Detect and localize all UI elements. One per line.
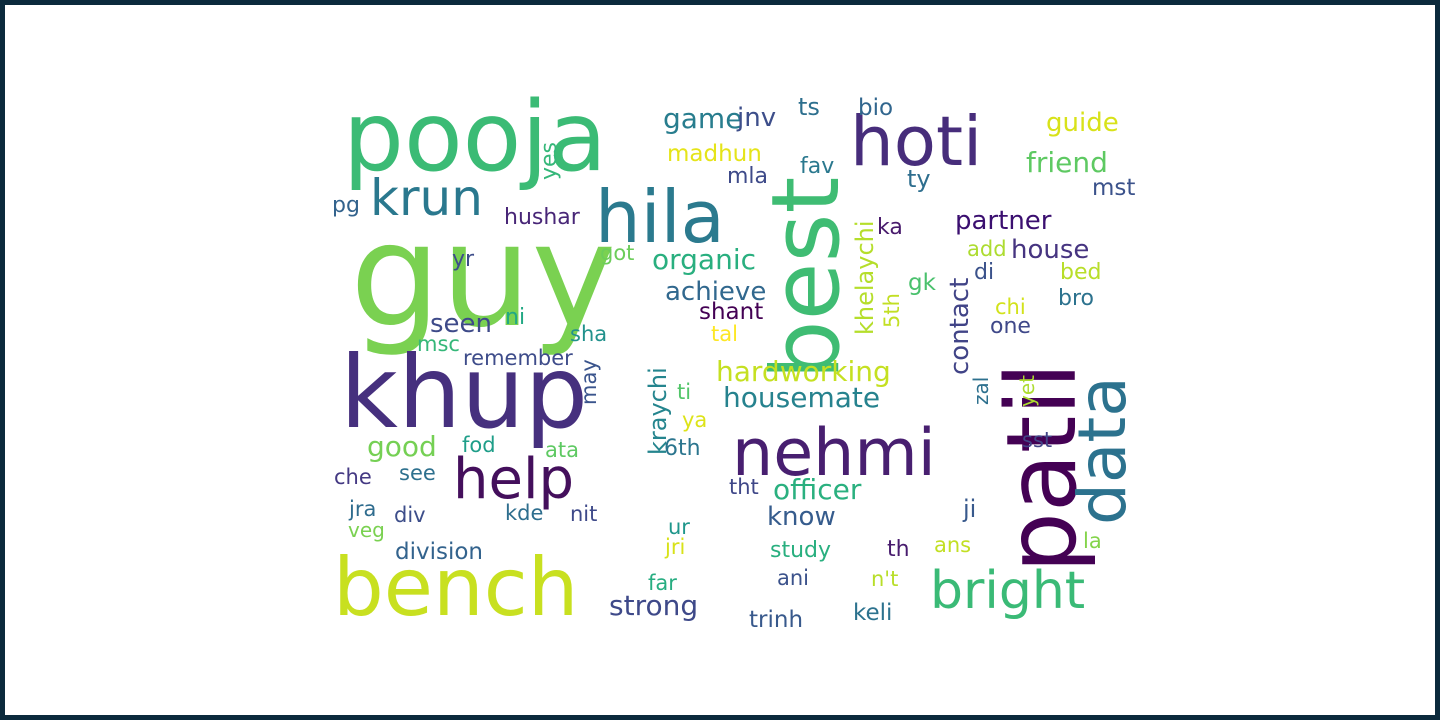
- word-ka: ka: [877, 215, 903, 240]
- word-add: add: [967, 237, 1007, 261]
- word-bio: bio: [858, 95, 893, 121]
- word-div: div: [394, 503, 426, 527]
- word-data: data: [1064, 376, 1141, 525]
- word-one: one: [990, 314, 1031, 339]
- word-house: house: [1011, 235, 1089, 265]
- word-kraychi: kraychi: [644, 367, 672, 455]
- word-chi: chi: [995, 295, 1026, 319]
- word-achieve: achieve: [665, 277, 766, 307]
- word-krun: krun: [370, 169, 483, 227]
- word-kde: kde: [505, 501, 543, 525]
- word-best: best: [752, 177, 861, 380]
- word-see: see: [399, 461, 436, 485]
- word-sha: sha: [570, 322, 607, 346]
- word-pg: pg: [332, 193, 360, 218]
- word-bed: bed: [1060, 260, 1101, 285]
- word-housemate: housemate: [723, 381, 880, 414]
- word-seen: seen: [430, 309, 492, 339]
- word-yr: yr: [452, 247, 475, 272]
- word-remember: remember: [463, 346, 573, 370]
- word-tal: tal: [711, 322, 738, 346]
- word-fav: fav: [800, 154, 834, 179]
- word-hoti: hoti: [850, 102, 982, 182]
- word-tht: tht: [729, 475, 759, 499]
- word-jri: jri: [664, 535, 685, 559]
- word-khelaychi: khelaychi: [851, 220, 879, 335]
- word-game: game: [663, 102, 742, 135]
- word-ts: ts: [798, 93, 820, 121]
- word-ni: ni: [505, 305, 525, 330]
- word-strong: strong: [609, 589, 698, 622]
- word-shant: shant: [699, 299, 763, 325]
- word-madhun: madhun: [667, 141, 762, 167]
- word-friend: friend: [1026, 146, 1108, 179]
- word-officer: officer: [773, 473, 862, 506]
- word-organic: organic: [652, 243, 756, 276]
- word-yet: yet: [1015, 375, 1039, 407]
- word-zal: zal: [969, 377, 993, 405]
- word-division: division: [395, 539, 483, 565]
- word-jra: jra: [348, 497, 376, 521]
- word-study: study: [770, 538, 831, 563]
- word-bro: bro: [1058, 286, 1094, 311]
- wordcloud-canvas: guy pooja khup best patil bench hila hot…: [5, 5, 1435, 715]
- word-ya: ya: [682, 408, 707, 432]
- word-contact: contact: [945, 278, 975, 375]
- word-know: know: [767, 502, 836, 532]
- word-patil: patil: [986, 362, 1098, 573]
- word-may: may: [577, 359, 601, 405]
- word-di: di: [974, 260, 994, 285]
- word-help: help: [453, 447, 574, 512]
- word-trinh: trinh: [749, 607, 803, 633]
- word-yes: yes: [537, 142, 562, 180]
- word-veg: veg: [348, 518, 385, 542]
- word-th: th: [887, 537, 910, 562]
- word-bright: bright: [930, 561, 1085, 621]
- word-nt: n't: [871, 567, 898, 591]
- word-mla: mla: [727, 164, 768, 189]
- word-good: good: [367, 430, 437, 463]
- word-sst: sst: [1022, 428, 1052, 452]
- word-keli: keli: [853, 600, 892, 626]
- word-ani: ani: [777, 566, 809, 590]
- word-jnv: jnv: [736, 103, 776, 133]
- word-la: la: [1083, 529, 1102, 553]
- word-nehmi: nehmi: [732, 416, 936, 491]
- word-msc: msc: [417, 332, 460, 356]
- word-guy: guy: [350, 192, 616, 359]
- word-6th: 6th: [664, 436, 701, 461]
- word-cloud: guy pooja khup best patil bench hila hot…: [332, 81, 1141, 634]
- word-ji: ji: [962, 495, 976, 523]
- word-got: got: [600, 241, 634, 265]
- word-hila: hila: [595, 175, 725, 259]
- word-ata: ata: [545, 438, 579, 462]
- word-pooja: pooja: [343, 81, 607, 193]
- word-ty: ty: [907, 165, 931, 193]
- word-fod: fod: [462, 433, 496, 457]
- word-nit: nit: [570, 502, 597, 526]
- word-far: far: [648, 571, 677, 595]
- word-guide: guide: [1046, 108, 1119, 138]
- word-5th: 5th: [880, 293, 904, 328]
- word-ti: ti: [677, 380, 691, 404]
- word-gk: gk: [908, 270, 937, 296]
- word-che: che: [334, 465, 372, 489]
- word-bench: bench: [333, 541, 578, 634]
- word-hardworking: hardworking: [716, 355, 891, 388]
- word-khup: khup: [340, 334, 588, 451]
- word-ans: ans: [934, 533, 971, 557]
- word-ur: ur: [668, 515, 690, 539]
- word-partner: partner: [955, 206, 1052, 236]
- word-mst: mst: [1092, 175, 1135, 201]
- word-hushar: hushar: [504, 205, 581, 230]
